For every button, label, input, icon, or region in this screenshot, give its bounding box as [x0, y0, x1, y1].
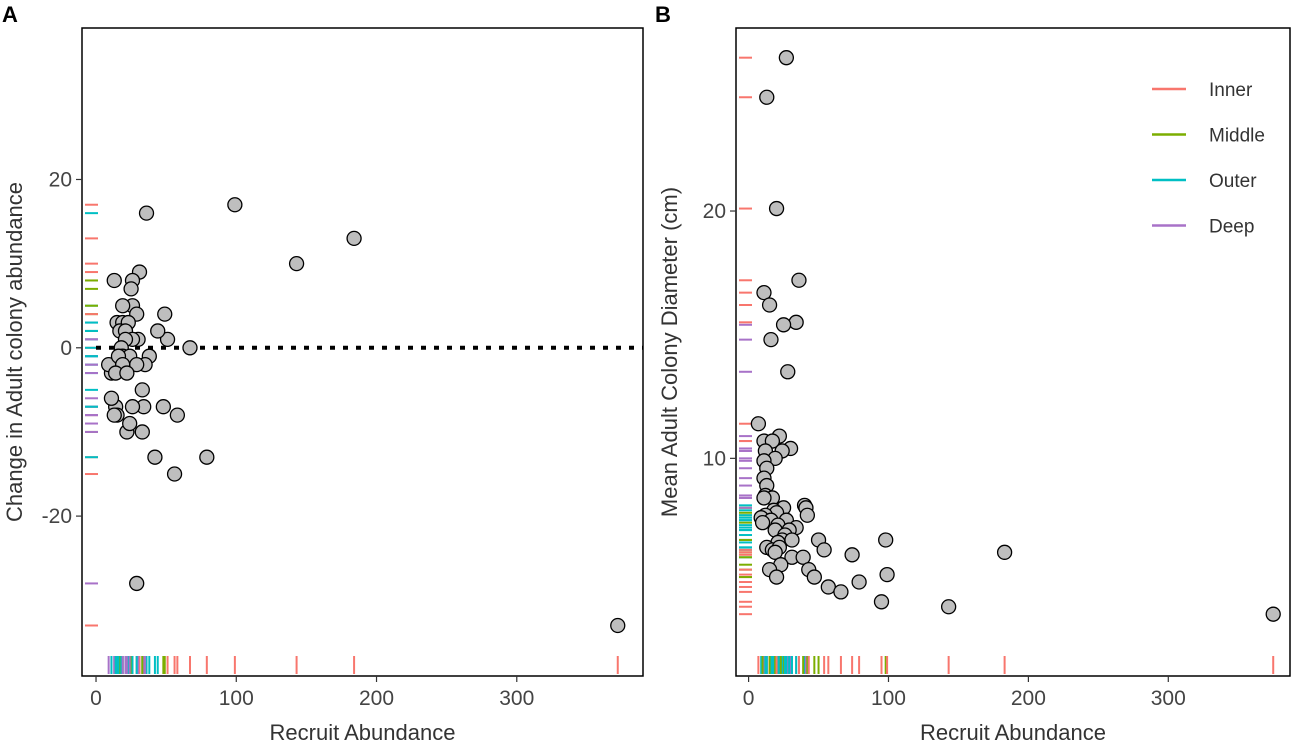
data-point: [123, 281, 139, 297]
data-point: [138, 205, 155, 221]
data-point: [134, 424, 150, 440]
x-axis-title: Recruit Abundance: [270, 720, 456, 744]
x-tick-label: 100: [219, 687, 254, 710]
data-point: [169, 407, 186, 423]
data-point: [820, 579, 836, 595]
data-point: [873, 594, 890, 610]
data-point: [134, 382, 150, 398]
data-point: [106, 272, 122, 289]
data-point: [756, 490, 772, 506]
data-point: [122, 415, 138, 432]
data-point: [1265, 606, 1281, 622]
data-point: [767, 544, 783, 560]
data-point: [750, 416, 767, 432]
data-point: [795, 549, 811, 565]
data-point: [940, 599, 957, 615]
y-tick-label: 20: [703, 200, 726, 223]
data-point: [610, 617, 626, 634]
y-axis-title: Change in Adult colony abundance: [2, 182, 27, 522]
data-point: [157, 306, 173, 322]
x-tick-label: 200: [359, 687, 394, 710]
legend-label-outer: Outer: [1209, 171, 1257, 192]
data-point: [155, 399, 171, 415]
data-point: [159, 331, 176, 348]
data-point: [115, 298, 131, 314]
data-point: [761, 297, 778, 313]
data-point: [199, 449, 215, 465]
data-point: [784, 532, 800, 548]
data-point: [780, 364, 796, 380]
data-point: [150, 323, 166, 339]
data-point: [768, 200, 785, 217]
y-tick-label: 20: [49, 168, 72, 191]
y-tick-label: 10: [703, 447, 726, 470]
legend-label-middle: Middle: [1209, 126, 1265, 147]
data-point: [844, 547, 860, 563]
data-point: [103, 390, 120, 406]
y-tick-label: -20: [42, 505, 72, 528]
x-tick-label: 300: [1151, 687, 1186, 710]
x-tick-label: 200: [1011, 687, 1046, 710]
data-point: [147, 449, 163, 465]
data-point: [878, 532, 894, 548]
y-axis-title: Mean Adult Colony Diameter (cm): [657, 187, 682, 517]
data-point: [129, 575, 145, 592]
data-point: [816, 542, 832, 558]
data-point: [754, 515, 771, 531]
data-point: [756, 284, 772, 301]
data-point: [791, 272, 807, 288]
plot-frame: [735, 27, 1291, 677]
x-tick-label: 0: [90, 687, 102, 710]
data-point: [806, 569, 822, 585]
x-axis-title: Recruit Abundance: [920, 720, 1106, 744]
data-point: [182, 340, 198, 356]
data-point: [788, 314, 804, 330]
data-point: [288, 255, 305, 272]
data-point: [775, 317, 792, 333]
data-point: [759, 89, 775, 105]
data-point: [833, 584, 849, 600]
data-point: [879, 566, 895, 583]
data-point: [166, 466, 183, 482]
x-tick-label: 100: [871, 687, 906, 710]
data-point: [851, 574, 867, 590]
legend-label-deep: Deep: [1209, 217, 1254, 238]
x-tick-label: 300: [499, 687, 534, 710]
panel-B: B 0 100 200 300 10 20 Recruit Abundance Mean Adu…: [655, 2, 1291, 744]
data-point: [124, 399, 141, 415]
plot-frame: [81, 27, 644, 677]
data-point: [778, 50, 795, 66]
data-point: [996, 544, 1013, 560]
y-tick-label: 0: [60, 337, 72, 360]
data-point: [227, 197, 243, 213]
legend: Inner Middle Outer Deep: [1152, 80, 1265, 238]
data-point: [106, 407, 122, 423]
x-tick-label: 0: [743, 687, 755, 710]
data-point: [763, 331, 779, 348]
data-point: [768, 569, 785, 585]
panel-label: B: [655, 2, 671, 27]
panel-label: A: [2, 2, 18, 27]
panel-A: A 0 100 200 300 -20 0 20 Recruit Abundance Change…: [2, 2, 644, 744]
legend-label-inner: Inner: [1209, 80, 1253, 101]
data-point: [799, 507, 815, 523]
data-point: [346, 230, 362, 247]
data-point: [119, 365, 135, 381]
